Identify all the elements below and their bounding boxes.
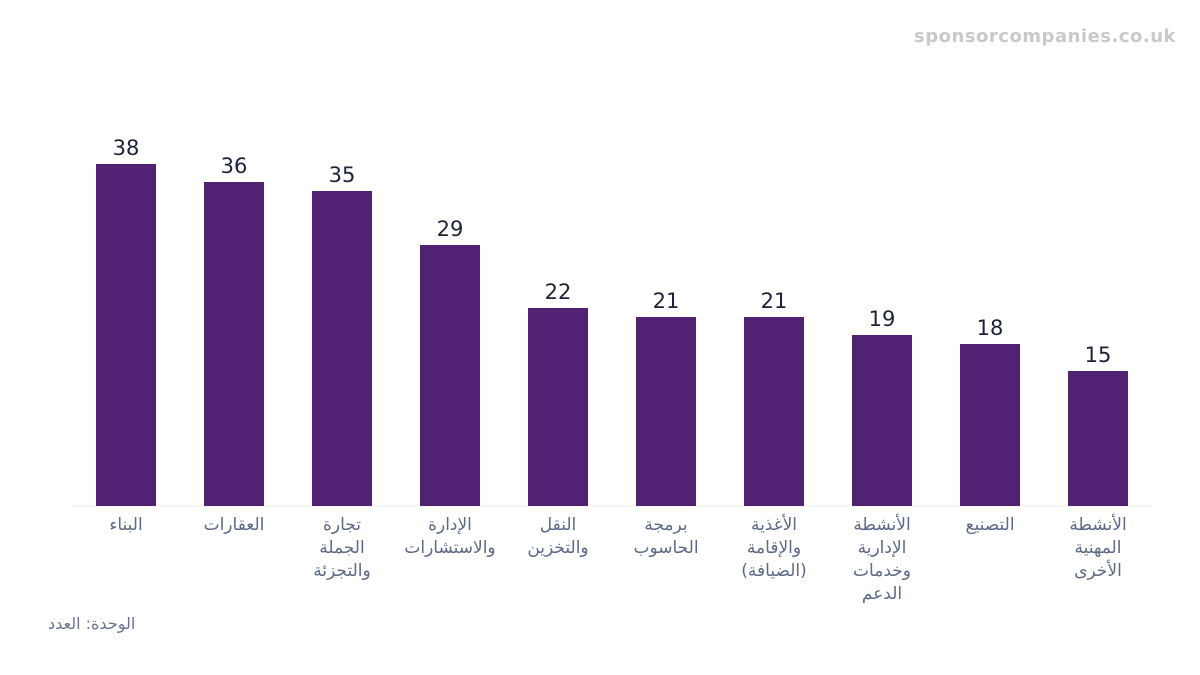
- category-tick-label-line: الحاسوب: [633, 538, 698, 558]
- category-tick-label-line: والإقامة: [747, 538, 801, 558]
- category-tick-label-line: والاستشارات: [404, 538, 495, 558]
- bar: [96, 164, 156, 506]
- category-tick-label: الأغذية والإقامة (الضيافة): [741, 514, 806, 581]
- bar: [528, 308, 588, 506]
- category-tick-label: الأنشطة الإدارية وخدمات الدعم: [853, 514, 911, 604]
- bar-value-label: 29: [437, 217, 464, 241]
- category-tick-label-line: الأنشطة: [853, 514, 910, 535]
- category-tick-label-line: وخدمات: [853, 561, 911, 581]
- category-tick-label: برمجة الحاسوب: [633, 515, 698, 558]
- category-tick-label-line: النقل: [540, 515, 577, 535]
- category-tick-label-line: الدعم: [862, 584, 902, 604]
- category-tick-label-line: برمجة: [644, 515, 687, 535]
- category-tick-label: العقارات: [204, 515, 265, 535]
- category-tick-label-line: الإدارية: [858, 538, 907, 558]
- bar-value-label: 19: [869, 307, 896, 331]
- category-tick-label-line: الأنشطة: [1069, 514, 1126, 535]
- bars-group: [96, 164, 1128, 506]
- category-tick-label-line: التصنيع: [965, 515, 1014, 535]
- category-tick-label-line: الإدارة: [428, 515, 472, 535]
- watermark-text: sponsorcompanies.co.uk: [914, 26, 1176, 47]
- bar: [852, 335, 912, 506]
- bar-value-label: 18: [977, 316, 1004, 340]
- bar-value-label: 21: [653, 289, 680, 313]
- category-tick-label-line: (الضيافة): [741, 561, 806, 581]
- category-tick-label-line: العقارات: [204, 515, 265, 535]
- category-tick-label-line: المهنية: [1075, 538, 1122, 558]
- category-tick-label: النقل والتخزين: [527, 515, 588, 558]
- category-tick-label: البناء: [109, 515, 142, 535]
- unit-note: الوحدة: العدد: [48, 614, 136, 633]
- category-tick-label: التصنيع: [965, 515, 1014, 535]
- category-tick-label-line: البناء: [109, 515, 142, 535]
- bar-value-label: 22: [545, 280, 572, 304]
- bar-value-label: 38: [113, 136, 140, 160]
- category-tick-label-line: الأخرى: [1074, 560, 1122, 581]
- bar: [1068, 371, 1128, 506]
- bar: [744, 317, 804, 506]
- bar: [960, 344, 1020, 506]
- bar: [420, 245, 480, 506]
- category-tick-label-line: والتخزين: [527, 538, 588, 558]
- bar-value-label: 35: [329, 163, 356, 187]
- bar-value-label: 21: [761, 289, 788, 313]
- category-tick-label-line: الأغذية: [751, 514, 797, 535]
- bar-value-label: 15: [1085, 343, 1112, 367]
- value-labels-group: 38 36 35 29 22 21 21 19 18 15: [113, 136, 1112, 367]
- bar-value-label: 36: [221, 154, 248, 178]
- bar: [312, 191, 372, 506]
- category-tick-label: تجارة الجملة والتجزئة: [313, 515, 370, 581]
- category-tick-label-line: والتجزئة: [313, 561, 370, 581]
- category-tick-label: الإدارة والاستشارات: [404, 515, 495, 558]
- bar: [636, 317, 696, 506]
- category-labels-group: البناء العقارات تجارة الجملة والتجزئة الإدارة…: [109, 514, 1126, 604]
- category-tick-label-line: الجملة: [319, 538, 364, 558]
- bar: [204, 182, 264, 506]
- category-tick-label-line: تجارة: [323, 515, 361, 535]
- category-tick-label: الأنشطة المهنية الأخرى: [1069, 514, 1126, 581]
